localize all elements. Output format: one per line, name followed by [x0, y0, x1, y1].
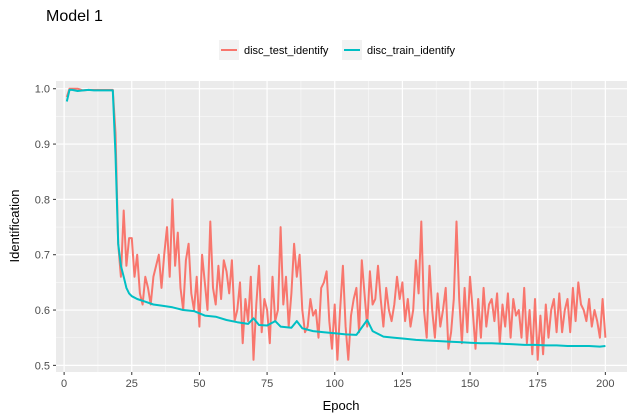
- plot-panel: [56, 81, 627, 372]
- x-axis: 0 25 50 75 100 125 150 175 200: [61, 372, 615, 390]
- y-axis: 0.5 0.6 0.7 0.8 0.9 1.0: [35, 84, 56, 372]
- x-tick-label: 175: [529, 378, 547, 390]
- series-line-test: [65, 87, 607, 361]
- y-tick-label: 0.7: [35, 250, 50, 262]
- y-tick-label: 0.8: [35, 194, 50, 206]
- y-tick-label: 0.9: [35, 139, 50, 151]
- chart-title: Model 1: [46, 8, 103, 25]
- grid-minor: [56, 81, 627, 372]
- legend-label-test: disc_test_identify: [244, 45, 329, 57]
- y-tick-label: 0.5: [35, 360, 50, 372]
- legend-label-train: disc_train_identify: [367, 45, 456, 57]
- x-tick-label: 0: [61, 378, 67, 390]
- y-tick-label: 0.6: [35, 305, 50, 317]
- x-tick-label: 75: [261, 378, 273, 390]
- x-axis-title: Epoch: [323, 398, 360, 413]
- y-axis-title: Identification: [7, 190, 22, 263]
- y-tick-label: 1.0: [35, 84, 50, 96]
- x-tick-label: 200: [596, 378, 614, 390]
- series-layer: [65, 87, 607, 361]
- x-tick-label: 25: [126, 378, 138, 390]
- x-tick-label: 50: [193, 378, 205, 390]
- x-tick-label: 150: [461, 378, 479, 390]
- series-line-train: [65, 88, 606, 348]
- legend: disc_test_identify disc_train_identify: [219, 40, 456, 60]
- x-tick-label: 100: [326, 378, 344, 390]
- x-tick-label: 125: [393, 378, 411, 390]
